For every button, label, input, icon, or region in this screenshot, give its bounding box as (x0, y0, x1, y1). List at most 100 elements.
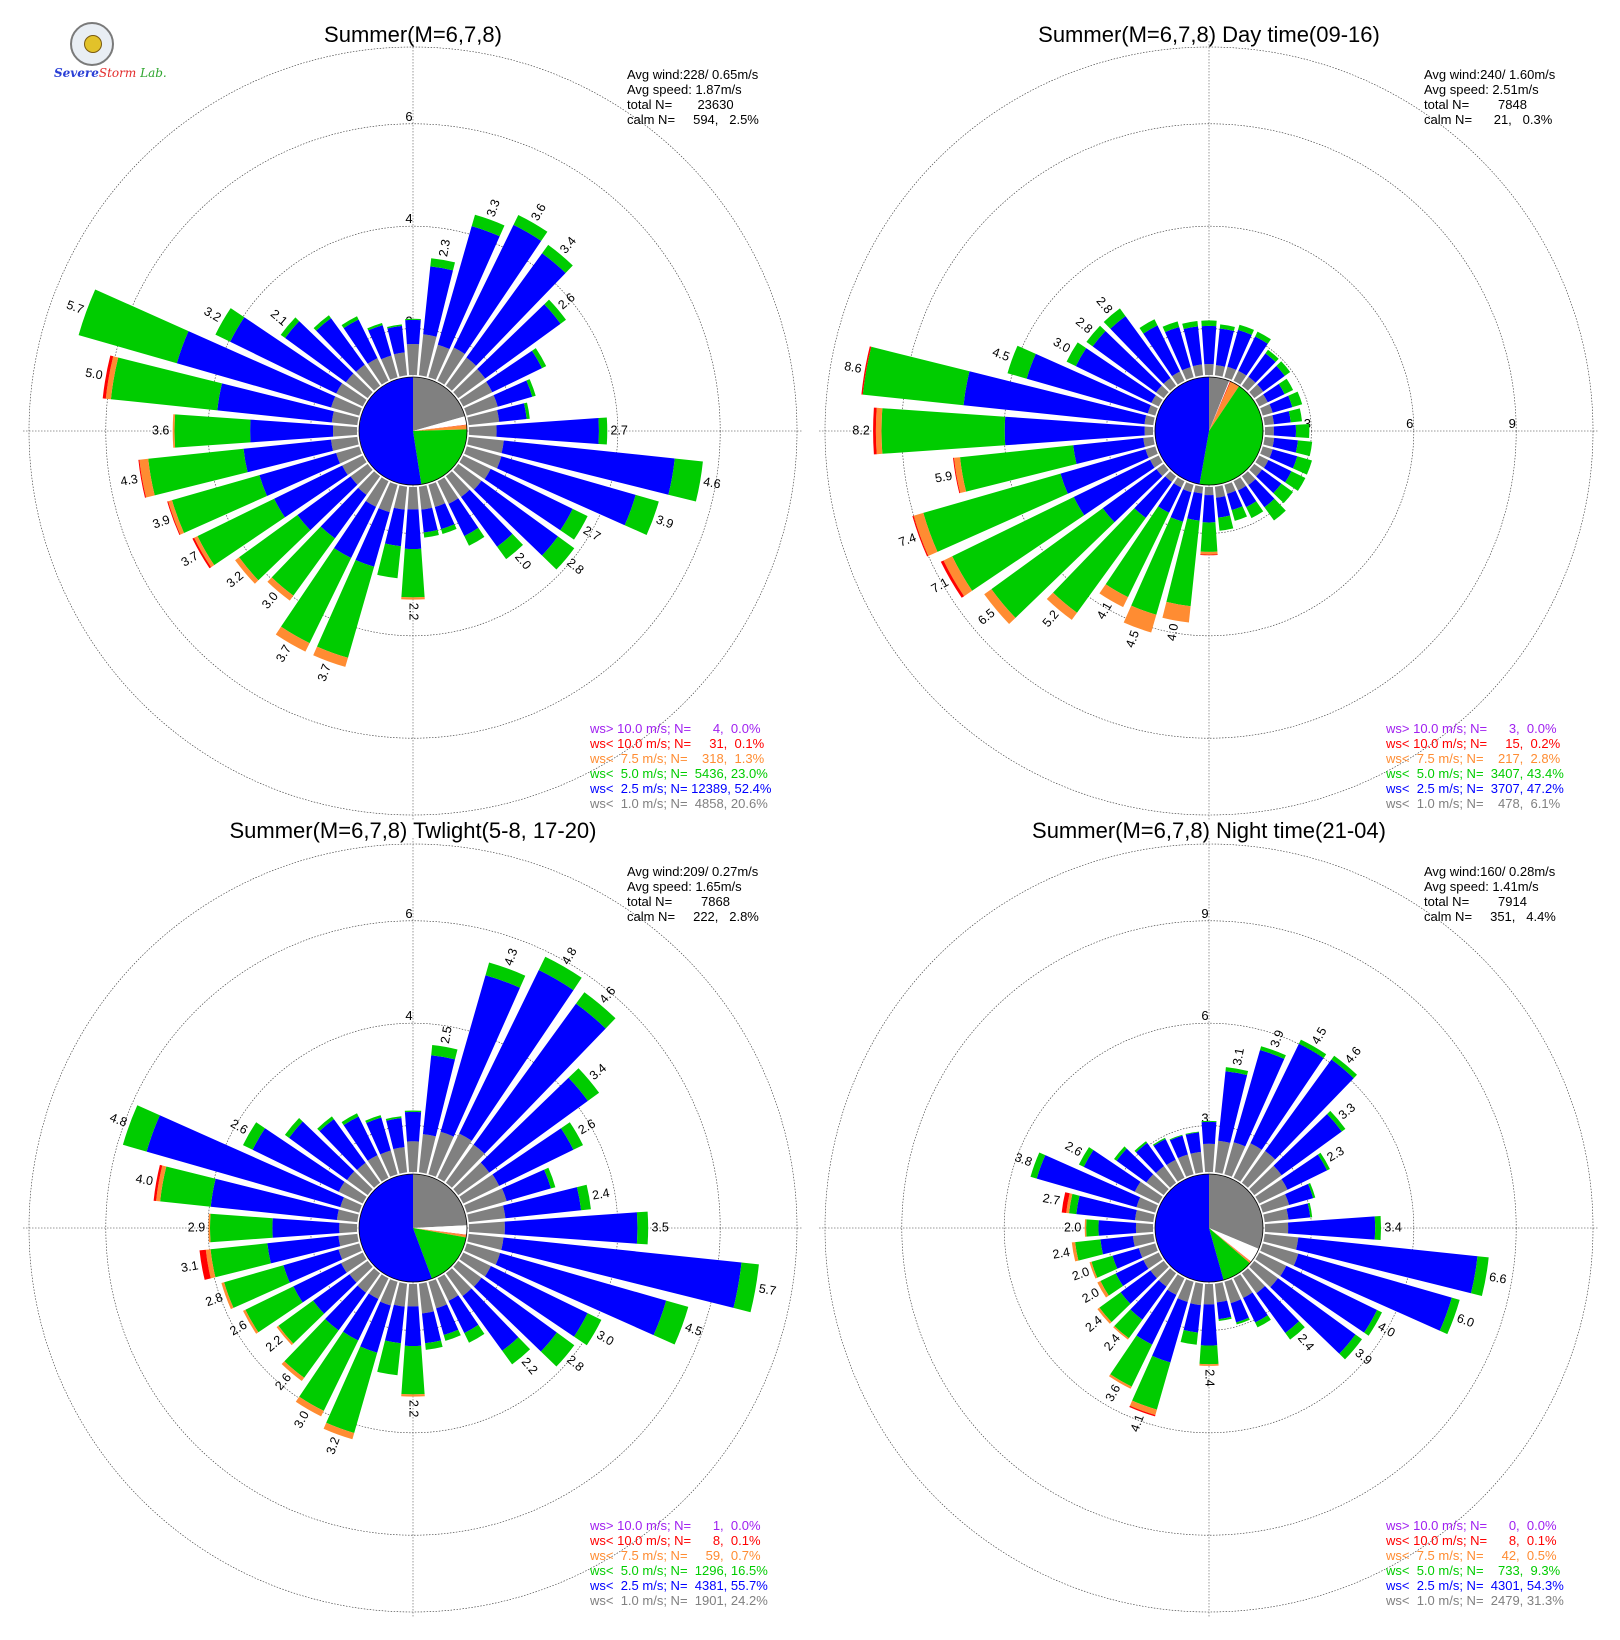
bar-segment-lt2_5 (1036, 1155, 1141, 1208)
bar-segment-lt7_5 (313, 646, 348, 667)
bar-segment-lt10 (1129, 1405, 1156, 1417)
bar-segment-lt1 (1173, 477, 1185, 488)
bar-value-label: 8.6 (843, 359, 863, 376)
bar-segment-lt5 (1200, 522, 1218, 552)
bar-segment-lt10 (940, 560, 965, 598)
bar-segment-lt2_5 (434, 503, 455, 530)
bar-segment-lt5 (430, 258, 455, 271)
bar-segment-lt2_5 (176, 331, 336, 408)
bar-segment-lt5 (497, 533, 523, 560)
bar-segment-lt2_5 (360, 1301, 391, 1353)
bar-segment-lt5 (122, 1105, 160, 1152)
bar-segment-lt2_5 (297, 476, 358, 531)
bar-segment-lt7_5 (954, 457, 967, 493)
bar-segment-lt2_5 (1200, 1304, 1218, 1346)
bar-value-label: 3.5 (652, 1220, 669, 1234)
stats-line: Avg wind:240/ 1.60m/s (1424, 67, 1556, 82)
bar-segment-lt1 (459, 381, 493, 407)
bar-segment-lt1 (407, 1141, 419, 1173)
bar-segment-lt7_5 (194, 536, 215, 568)
bar-value-label: 3.6 (1103, 1382, 1124, 1404)
bar-value-label: 2.4 (591, 1186, 611, 1203)
bar-segment-lt5 (401, 548, 425, 598)
bar-segment-lt2_5 (1165, 327, 1191, 371)
bar-segment-lt5 (385, 1116, 402, 1121)
bar-segment-lt5 (1099, 1292, 1131, 1323)
pie-slice-lt5 (413, 1228, 467, 1279)
bar-segment-lt1 (418, 334, 437, 377)
bar-segment-lt10 (199, 1249, 211, 1280)
bar-segment-lt2_5 (1075, 348, 1156, 403)
bar-segment-lt2_5 (1120, 1270, 1157, 1304)
stats-line: Avg wind:228/ 0.65m/s (627, 67, 759, 82)
bar-value-label: 4.1 (1094, 600, 1115, 622)
bar-segment-lt2_5 (1230, 1299, 1249, 1323)
bar-segment-lt5 (1218, 515, 1234, 531)
bar-segment-lt1 (1134, 1181, 1163, 1204)
bar-segment-lt1 (1136, 1197, 1158, 1213)
bar-segment-lt2_5 (486, 350, 542, 393)
bar-segment-lt5 (1219, 324, 1235, 331)
bar-segment-lt7_5 (243, 1309, 259, 1334)
pie-slice-calm (1209, 380, 1231, 431)
bar-segment-lt1 (367, 1155, 389, 1182)
bar-segment-lt5 (110, 357, 222, 411)
bar-value-label: 3.9 (1268, 1028, 1287, 1049)
bar-segment-lt1 (453, 1162, 490, 1196)
bar-segment-lt2_5 (1098, 1220, 1137, 1236)
bar-segment-lt5 (568, 1068, 600, 1101)
bar-segment-lt2_5 (385, 507, 405, 547)
bar-segment-lt5 (317, 560, 375, 658)
bar-segment-lt1 (393, 352, 408, 377)
legend-entry: ws< 2.5 m/s; N= 3707, 47.2% (1385, 781, 1564, 796)
bar-segment-lt1 (445, 357, 477, 391)
bar-value-label: 4.3 (501, 946, 520, 967)
bar-segment-lt5 (991, 508, 1115, 618)
bar-value-label: 3.9 (151, 512, 172, 531)
bar-segment-lt5 (423, 530, 439, 538)
bar-segment-lt7_5 (295, 1396, 324, 1417)
bar-segment-lt7_5 (1097, 1307, 1112, 1324)
bar-segment-lt2_5 (448, 498, 479, 537)
bar-segment-lt1 (468, 425, 497, 437)
bar-segment-lt1 (365, 477, 389, 507)
bar-segment-lt2_5 (1110, 316, 1171, 384)
bar-segment-lt1 (1249, 384, 1264, 399)
stats-line: Avg speed: 2.51m/s (1424, 82, 1539, 97)
bar-value-label: 3.2 (323, 1435, 342, 1456)
bar-segment-lt5 (284, 1319, 339, 1378)
bar-value-label: 4.6 (1342, 1044, 1364, 1066)
bar-segment-lt2_5 (1201, 325, 1217, 365)
bar-value-label: 2.2 (519, 1355, 541, 1377)
bar-segment-lt1 (331, 396, 362, 416)
bar-segment-lt2_5 (1238, 485, 1257, 508)
bar-segment-lt5 (923, 473, 1068, 552)
legend-entry: ws< 1.0 m/s; N= 4858, 20.6% (589, 796, 768, 811)
bar-segment-lt1 (406, 343, 420, 376)
bar-segment-lt5 (862, 346, 970, 406)
bar-segment-lt1 (1193, 485, 1204, 494)
bar-segment-lt2_5 (1185, 1132, 1201, 1154)
bar-segment-lt1 (1203, 1283, 1215, 1305)
stats-line: Avg speed: 1.87m/s (627, 82, 742, 97)
bar-segment-lt2_5 (1257, 365, 1285, 392)
bar-segment-lt7_5 (875, 407, 883, 455)
bar-value-label: 8.2 (852, 423, 869, 437)
bar-value-label: 4.8 (108, 1110, 129, 1129)
bar-segment-lt5 (1007, 345, 1036, 379)
bar-segment-lt2_5 (387, 325, 405, 355)
legend-entry: ws< 10.0 m/s; N= 8, 0.1% (1385, 1533, 1557, 1548)
bar-segment-lt5 (1114, 1146, 1127, 1161)
bar-segment-lt5 (1364, 1310, 1382, 1336)
bar-segment-lt5 (464, 527, 485, 546)
bar-segment-lt5 (598, 417, 608, 445)
bar-segment-lt1 (428, 1279, 447, 1309)
ring-label: 6 (1406, 416, 1413, 431)
bar-value-label: 2.0 (1070, 1264, 1091, 1283)
bar-segment-lt5 (377, 1340, 401, 1376)
bar-segment-lt5 (404, 1110, 422, 1113)
bar-segment-lt1 (338, 1243, 362, 1260)
pie-slice-lt7_5 (413, 1228, 467, 1238)
bar-segment-lt5 (243, 1122, 265, 1150)
bar-segment-lt5 (1103, 308, 1126, 329)
